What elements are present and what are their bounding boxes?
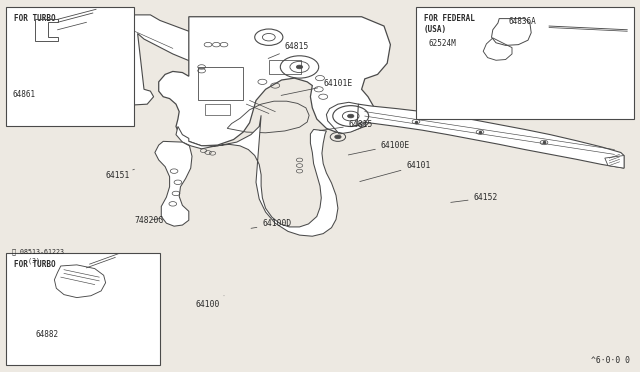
- Polygon shape: [155, 141, 192, 226]
- Text: 64836A: 64836A: [509, 17, 536, 26]
- Circle shape: [348, 114, 354, 118]
- Text: 74820G: 74820G: [134, 216, 164, 225]
- Text: FOR TURBO: FOR TURBO: [14, 260, 56, 269]
- Polygon shape: [120, 15, 230, 105]
- Text: 62524M: 62524M: [428, 39, 456, 48]
- Circle shape: [296, 65, 303, 69]
- Text: 64100: 64100: [195, 296, 224, 309]
- Text: 64815: 64815: [268, 42, 309, 58]
- Polygon shape: [159, 17, 390, 146]
- Text: 64151: 64151: [106, 169, 134, 180]
- Text: ^6·0·0 0: ^6·0·0 0: [591, 356, 630, 365]
- Bar: [6, 7, 134, 126]
- Polygon shape: [326, 102, 368, 134]
- Bar: [416, 7, 634, 119]
- Circle shape: [335, 135, 341, 139]
- Text: FOR TURBO: FOR TURBO: [14, 14, 56, 23]
- Polygon shape: [605, 155, 624, 168]
- Text: Ⓢ 08513-61223
    (3): Ⓢ 08513-61223 (3): [12, 248, 63, 264]
- Text: 64861: 64861: [13, 90, 36, 99]
- Text: 64882: 64882: [35, 330, 58, 339]
- Text: 64100E: 64100E: [348, 141, 410, 155]
- Text: FOR FEDERAL
(USA): FOR FEDERAL (USA): [424, 14, 474, 33]
- Text: 64100D: 64100D: [251, 219, 292, 228]
- Text: 64101: 64101: [360, 161, 431, 182]
- Text: 64101E: 64101E: [281, 79, 353, 95]
- Bar: [6, 253, 160, 365]
- Polygon shape: [176, 115, 338, 236]
- Polygon shape: [357, 104, 624, 168]
- Text: 64815: 64815: [319, 120, 373, 131]
- Text: 64152: 64152: [451, 193, 498, 202]
